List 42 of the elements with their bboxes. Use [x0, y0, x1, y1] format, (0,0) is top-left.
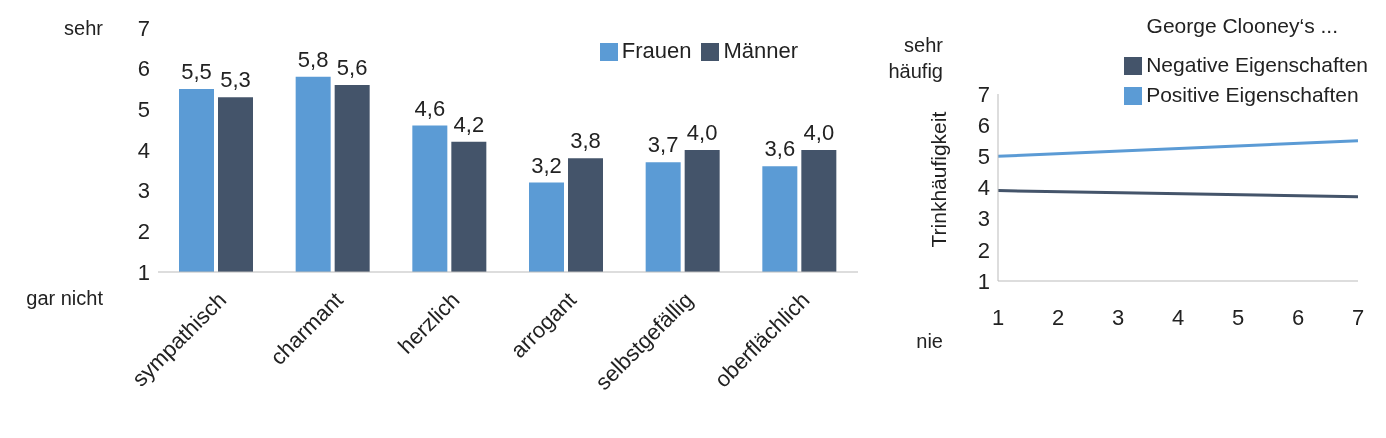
legend-label: Negative Eigenschaften: [1146, 53, 1368, 76]
y-tick-label: 1: [137, 259, 150, 285]
data-label: 3,6: [764, 136, 796, 162]
x-tick-label: 7: [1351, 304, 1365, 330]
data-label: 3,8: [570, 128, 601, 154]
y-tick-label: 6: [977, 112, 990, 138]
y-axis-title: Trinkhäufigkeit: [927, 111, 951, 248]
y-tick-label: 4: [137, 137, 150, 163]
text: nie: [915, 329, 943, 354]
y-tick-label: 1: [977, 268, 990, 294]
x-tick-label: 3: [1111, 304, 1125, 330]
x-tick-label: 6: [1291, 304, 1305, 330]
y-tick-label: 6: [137, 56, 150, 82]
y-tick-label: 2: [137, 219, 150, 245]
x-tick-label: 5: [1231, 304, 1245, 330]
data-label: 5,6: [336, 54, 368, 80]
y-tick-label: 7: [977, 81, 990, 107]
data-label: 4,6: [414, 95, 446, 121]
y-tick-label: 3: [137, 178, 150, 204]
legend-label: Positive Eigenschaften: [1146, 83, 1359, 106]
x-tick-label: 4: [1171, 304, 1185, 330]
data-label: 3,7: [647, 132, 679, 158]
y-tick-label: 5: [137, 97, 150, 123]
data-label: 3,2: [531, 152, 562, 178]
data-label: 4,0: [803, 120, 835, 145]
x-tick-label: 2: [1051, 304, 1065, 330]
text: sehr: [63, 16, 103, 41]
legend-label: Frauen: [621, 38, 692, 63]
data-label: 5,3: [220, 67, 251, 93]
y-tick-label: 5: [977, 144, 990, 170]
y-tick-label: 2: [977, 237, 990, 263]
text: sehr häufig: [887, 33, 943, 84]
y-tick-label: 7: [137, 15, 150, 41]
chart-title: George Clooney‘s ...: [1146, 14, 1338, 38]
legend-label: Männer: [723, 38, 798, 63]
text: gar nicht: [25, 286, 103, 311]
data-label: 4,2: [453, 111, 485, 137]
data-label: 5,8: [297, 46, 329, 72]
y-tick-label: 3: [977, 206, 990, 232]
data-label: 5,5: [181, 59, 212, 84]
y-tick-label: 4: [977, 175, 990, 201]
data-label: 4,0: [686, 120, 718, 145]
